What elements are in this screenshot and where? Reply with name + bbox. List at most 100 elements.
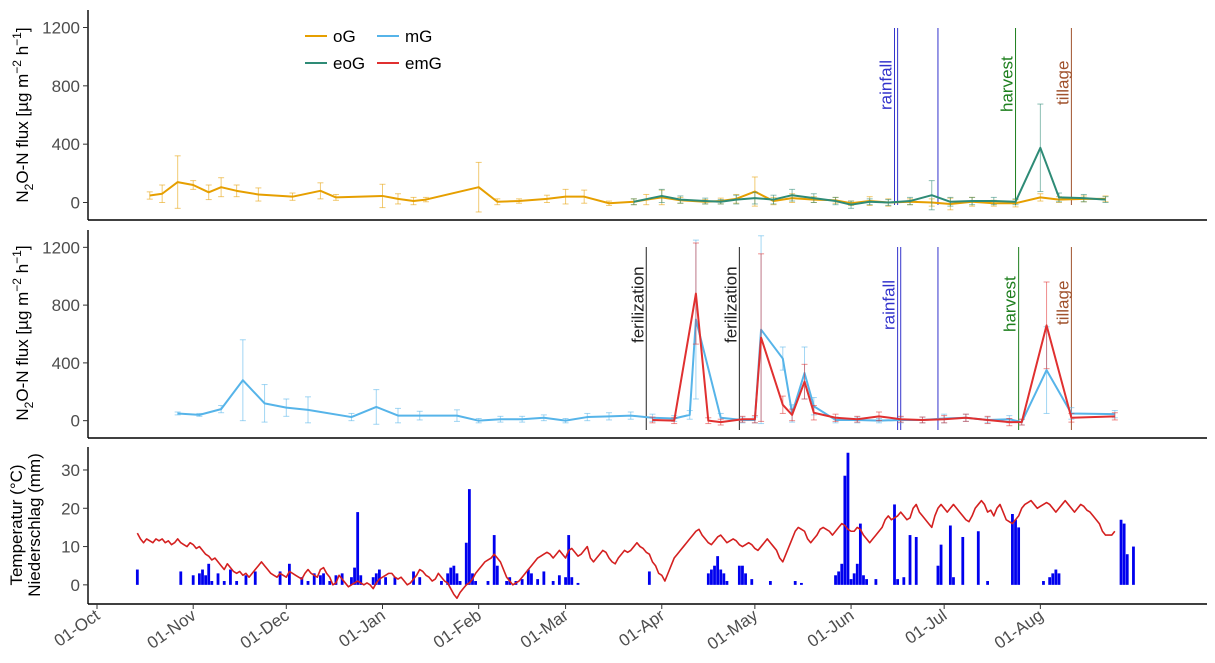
temperature-line (136, 499, 1116, 600)
panel-3-weather: 0 10 20 30 Temperatur (°C) Niederschlag (mm) (7, 447, 1207, 605)
y-tick-label: 20 (61, 499, 80, 518)
precipitation-bar (719, 569, 723, 585)
panel-1-ghg-flux: 0 400 800 1200 N2O-N flux [µg m−2 h−1] rainfa… (10, 10, 1207, 221)
precipitation-bar (576, 582, 580, 585)
precipitation-bar (353, 567, 356, 585)
y-tick-label: 400 (52, 135, 80, 154)
precipitation-bar (253, 571, 257, 585)
legend-label-emG: emG (405, 54, 442, 73)
precipitation-bar (530, 573, 533, 585)
rainfall-event-label: rainfall (880, 280, 899, 330)
precipitation-bar (495, 565, 499, 585)
precipitation-bar (1125, 554, 1129, 585)
precipitation-bar (893, 504, 896, 585)
precipitation-bar (902, 577, 906, 585)
precipitation-bar (722, 573, 726, 585)
precipitation-bar (359, 575, 363, 585)
x-tick-label: 01-May (704, 605, 762, 653)
precipitation-bar (908, 535, 912, 585)
x-tick-label: 01-Jan (335, 606, 388, 651)
precipitation-bar (179, 571, 183, 585)
precipitation-bar (852, 573, 856, 585)
precipitation-bar (986, 581, 990, 585)
legend: oG mG eoG emG (305, 27, 442, 73)
y-tick-label: 800 (52, 296, 80, 315)
precipitation-bar (229, 569, 232, 585)
precipitation-bar (474, 581, 477, 585)
y-tick-label: 0 (71, 412, 80, 431)
precipitation-bar (846, 452, 850, 585)
precipitation-bar (526, 569, 530, 585)
harvest-event-label: harvest (1001, 276, 1020, 332)
precipitation-bar (201, 569, 204, 585)
y-tick-label: 0 (71, 576, 80, 595)
precipitation-bar (896, 579, 900, 585)
legend-label-mG: mG (405, 27, 432, 46)
precipitation-bar (520, 579, 524, 585)
x-tick-label: 01-Nov (144, 605, 200, 652)
precipitation-bar (319, 575, 322, 585)
precipitation-bar (322, 573, 325, 585)
precipitation-bar (834, 575, 837, 585)
precipitation-bar (384, 577, 387, 585)
precipitation-bar (492, 535, 496, 585)
precipitation-bar (557, 575, 561, 585)
precipitation-bar (1014, 519, 1017, 585)
precipitation-bar (300, 577, 304, 585)
precipitation-bar (455, 573, 459, 585)
precipitation-bar (564, 577, 567, 585)
precipitation-bar (278, 571, 282, 585)
legend-label-oG: oG (333, 27, 356, 46)
precipitation-bar (204, 575, 208, 585)
precipitation-bar (713, 565, 716, 585)
precipitation-bar (235, 581, 239, 585)
precipitation-bar (287, 563, 291, 585)
precipitation-bar (1132, 546, 1135, 585)
precipitation-bar (862, 575, 865, 585)
precipitation-bar (706, 573, 710, 585)
precipitation-bar (741, 565, 744, 585)
x-tick-label: 01-Jun (804, 606, 857, 651)
y-tick-label: 1200 (42, 19, 80, 38)
precipitation-bar (976, 531, 980, 585)
precipitation-bar (1122, 523, 1126, 585)
precipitation-bar (418, 577, 422, 585)
y-axis-label-precipitation: Niederschlag (mm) (25, 453, 44, 597)
precipitation-bar (948, 525, 952, 585)
precipitation-bar (350, 577, 353, 585)
precipitation-bar (458, 581, 462, 585)
precipitation-bar (1057, 573, 1061, 585)
precipitation-bar (793, 581, 797, 585)
precipitation-bar (505, 581, 509, 585)
precipitation-bar (191, 575, 195, 585)
y-tick-label: 800 (52, 77, 80, 96)
precipitation-bar (1017, 527, 1021, 585)
precipitation-bar (440, 581, 443, 585)
precipitation-bar (750, 579, 754, 585)
eoG-series-line (633, 146, 1106, 206)
x-axis: 01-Oct 01-Nov 01-Dec 01-Jan 01-Feb 01-Mar 01-A… (51, 604, 1047, 654)
precipitation-bar (486, 581, 490, 585)
precipitation-bar (855, 563, 859, 585)
precipitation-bar (198, 573, 201, 585)
ferilization-event-label: ferilization (628, 266, 647, 343)
precipitation-bar (536, 579, 540, 585)
y-tick-label: 10 (61, 538, 80, 557)
precipitation-bar (393, 577, 397, 585)
precipitation-bar (216, 573, 220, 585)
precipitation-bar (744, 573, 747, 585)
precipitation-bar (800, 582, 803, 585)
precipitation-bar (647, 571, 651, 585)
x-tick-label: 01-Oct (51, 606, 104, 651)
precipitation-bar (222, 581, 226, 585)
y-tick-label: 1200 (42, 238, 80, 257)
precipitation-bar (865, 579, 868, 585)
precipitation-bar (135, 569, 139, 585)
y-axis-label: N2O-N flux [µg m−2 h−1] (10, 245, 36, 420)
x-tick-label: 01-Aug (991, 606, 1047, 653)
x-tick-label: 01-Apr (615, 606, 668, 651)
precipitation-bar (446, 573, 450, 585)
precipitation-bar (306, 581, 310, 585)
precipitation-bar (914, 536, 918, 585)
